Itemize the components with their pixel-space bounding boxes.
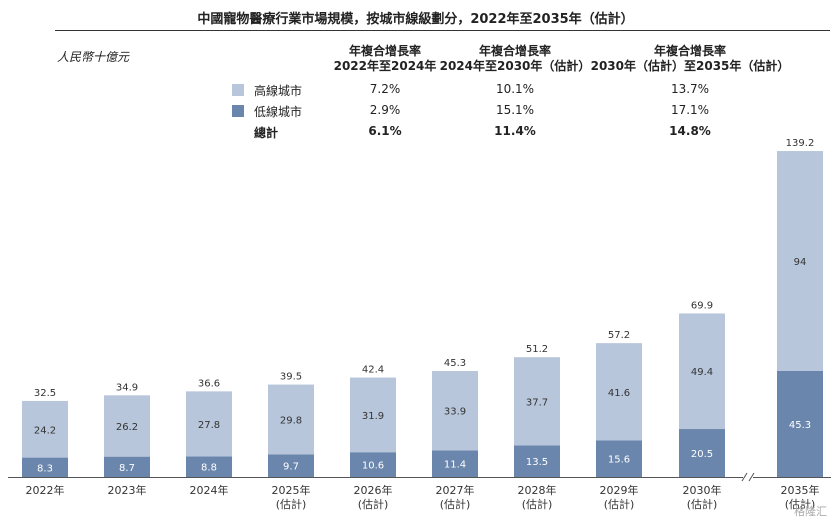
value-label-low-tier-4: 10.6 [362, 461, 384, 472]
cagr-header-3-line1: 年複合增長率 [653, 44, 726, 58]
x-tick-label-9-line2: (估計) [785, 497, 816, 511]
bar-high-tier-9 [777, 151, 823, 371]
bar-low-tier-3 [268, 454, 314, 477]
total-label-3: 39.5 [280, 372, 302, 383]
bar-low-tier-0 [22, 457, 68, 477]
bar-high-tier-5 [432, 370, 478, 451]
value-label-high-tier-9: 94 [794, 257, 807, 268]
bar-low-tier-2 [186, 456, 232, 477]
x-tick-label-4-line2: (估計) [358, 497, 389, 511]
x-tick-label-2: 2024年 [190, 483, 229, 497]
x-tick-label-1: 2023年 [108, 483, 147, 497]
chart-title: 中國寵物醫療行業市場規模，按城市線級劃分，2022年至2035年（估計） [197, 12, 634, 27]
x-tick-label-4: 2026年 [354, 483, 393, 497]
bar-low-tier-8 [679, 429, 725, 477]
legend-label-total: 總計 [254, 126, 279, 140]
cagr-low-2: 15.1% [495, 103, 535, 117]
x-tick-label-7: 2029年 [600, 483, 639, 497]
total-label-7: 57.2 [608, 330, 630, 341]
bar-high-tier-6 [514, 357, 560, 446]
cagr-header-1-line2: 2022年至2024年 [333, 59, 437, 73]
cagr-header-2-line2: 2024年至2030年（估計） [439, 59, 591, 73]
value-label-low-tier-8: 20.5 [691, 449, 713, 460]
axis-break-mark-right [748, 472, 755, 482]
axis-break-gap [743, 473, 753, 481]
bar-high-tier-1 [104, 395, 150, 457]
bar-low-tier-7 [596, 440, 642, 477]
value-label-low-tier-1: 8.7 [119, 463, 135, 474]
cagr-high-2: 10.1% [495, 82, 535, 96]
axis-break-mark-left [741, 472, 748, 482]
value-label-low-tier-7: 15.6 [608, 455, 630, 466]
bar-high-tier-2 [186, 391, 232, 457]
cagr-header-3: 年複合增長率 2030年（估計）至2035年（估計） [591, 44, 790, 74]
total-label-1: 34.9 [116, 382, 138, 393]
bar-high-tier-8 [679, 313, 725, 430]
value-label-low-tier-6: 13.5 [526, 457, 548, 468]
bar-high-tier-3 [268, 384, 314, 455]
x-tick-label-7-line2: (估計) [604, 497, 635, 511]
value-label-high-tier-8: 49.4 [691, 367, 713, 378]
x-tick-label-8: 2030年 [683, 483, 722, 497]
x-tick-label-6: 2028年 [518, 483, 557, 497]
bar-low-tier-5 [432, 450, 478, 477]
cagr-header-3-line2: 2030年（估計）至2035年（估計） [590, 59, 790, 73]
bar-high-tier-0 [22, 400, 68, 458]
bar-high-tier-7 [596, 343, 642, 441]
value-label-high-tier-1: 26.2 [116, 422, 138, 433]
x-tick-label-3-line2: (估計) [276, 497, 307, 511]
x-tick-label-5: 2027年 [436, 483, 475, 497]
x-tick-label-8-line2: (估計) [687, 497, 718, 511]
title-underline [55, 30, 830, 31]
total-label-2: 36.6 [198, 378, 220, 389]
cagr-total-2: 11.4% [494, 124, 536, 138]
legend-label-low-tier: 低線城市 [254, 105, 303, 119]
total-label-9: 139.2 [786, 138, 815, 149]
x-tick-label-0: 2022年 [26, 483, 65, 497]
value-label-high-tier-4: 31.9 [362, 411, 384, 422]
bar-low-tier-9 [777, 370, 823, 477]
cagr-header-2-line1: 年複合增長率 [478, 44, 551, 58]
value-label-low-tier-2: 8.8 [201, 463, 217, 474]
legend-swatch-high-tier [232, 84, 244, 96]
value-label-high-tier-0: 24.2 [34, 425, 56, 436]
total-label-4: 42.4 [362, 365, 384, 376]
value-label-low-tier-0: 8.3 [37, 463, 53, 474]
value-label-high-tier-3: 29.8 [280, 415, 302, 426]
total-label-8: 69.9 [691, 300, 713, 311]
x-tick-label-6-line2: (估計) [522, 497, 553, 511]
cagr-header-1-line1: 年複合增長率 [348, 44, 421, 58]
cagr-high-3: 13.7% [670, 82, 710, 96]
value-label-high-tier-6: 37.7 [526, 397, 548, 408]
total-label-5: 45.3 [444, 358, 466, 369]
value-label-low-tier-9: 45.3 [789, 420, 811, 431]
value-label-low-tier-5: 11.4 [444, 460, 466, 471]
total-label-0: 32.5 [34, 388, 56, 399]
x-tick-label-5-line2: (估計) [440, 497, 471, 511]
cagr-header-1: 年複合增長率 2022年至2024年 [334, 44, 437, 74]
total-label-6: 51.2 [526, 344, 548, 355]
x-tick-label-9: 2035年 [781, 483, 820, 497]
bar-high-tier-4 [350, 377, 396, 453]
value-label-high-tier-2: 27.8 [198, 420, 220, 431]
cagr-high-1: 7.2% [369, 82, 401, 96]
watermark: 格隆汇 [794, 505, 827, 518]
bar-low-tier-4 [350, 452, 396, 477]
value-label-low-tier-3: 9.7 [283, 462, 299, 473]
cagr-header-2: 年複合增長率 2024年至2030年（估計） [440, 44, 591, 74]
x-tick-label-3: 2025年 [272, 483, 311, 497]
cagr-low-3: 17.1% [670, 103, 710, 117]
legend-label-high-tier: 高線城市 [254, 84, 303, 98]
bar-low-tier-1 [104, 456, 150, 477]
value-label-high-tier-7: 41.6 [608, 388, 630, 399]
cagr-low-1: 2.9% [369, 103, 401, 117]
unit-label: 人民幣十億元 [57, 50, 130, 64]
bar-low-tier-6 [514, 445, 560, 477]
value-label-high-tier-5: 33.9 [444, 407, 466, 418]
legend-swatch-low-tier [232, 105, 244, 117]
cagr-total-1: 6.1% [368, 124, 402, 138]
cagr-total-3: 14.8% [669, 124, 711, 138]
